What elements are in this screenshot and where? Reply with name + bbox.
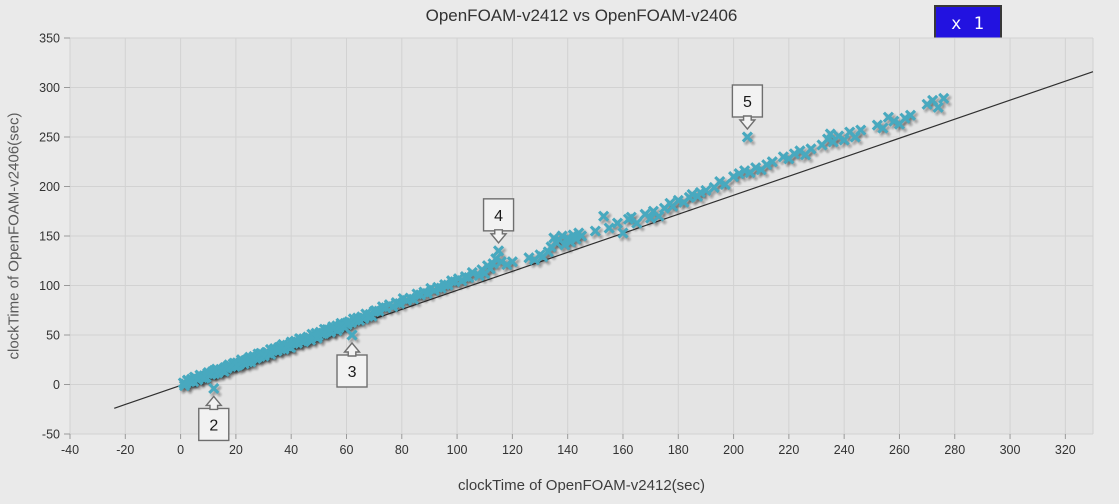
scatter-point[interactable] <box>564 236 577 248</box>
y-tick-label: 0 <box>53 378 60 392</box>
scatter-point[interactable] <box>741 131 753 143</box>
scatter-point[interactable] <box>719 178 731 191</box>
scatter-point[interactable] <box>733 168 745 180</box>
x-tick-label: 120 <box>502 443 523 457</box>
y-axis-title: clockTime of OpenFOAM-v2406(sec) <box>5 112 23 360</box>
annotation-3: 3 <box>336 341 368 388</box>
y-tick-label: 100 <box>39 279 60 293</box>
x-tick-label: 220 <box>778 443 799 457</box>
scatter-point[interactable] <box>877 122 889 134</box>
scatter-point[interactable] <box>653 210 665 222</box>
x-tick-label: 0 <box>177 443 184 457</box>
scatter-point[interactable] <box>501 259 513 271</box>
scatter-point[interactable] <box>575 230 588 242</box>
scatter-point[interactable] <box>938 92 950 104</box>
x-tick-label: 40 <box>284 443 298 457</box>
scatter-point[interactable] <box>182 375 194 387</box>
x-axis-title: clockTime of OpenFOAM-v2412(sec) <box>457 477 706 494</box>
y-tick-label: 250 <box>39 131 60 145</box>
scatter-point[interactable] <box>714 175 726 188</box>
scatter-point[interactable] <box>645 212 657 224</box>
scatter-layer <box>177 92 950 395</box>
x-tick-label: 200 <box>723 443 744 457</box>
scatter-point[interactable] <box>766 156 778 168</box>
scatter-point[interactable] <box>617 227 629 239</box>
x-tick-label: 180 <box>668 443 689 457</box>
scatter-point[interactable] <box>838 134 850 146</box>
y-tick-label: 350 <box>39 32 60 46</box>
annotation-2: 2 <box>198 395 230 442</box>
annotation-label: 4 <box>494 208 503 225</box>
annotation-arrow-icon <box>489 229 508 244</box>
x-tick-label: 20 <box>229 443 243 457</box>
scatter-point[interactable] <box>495 256 507 268</box>
scatter-point[interactable] <box>700 184 712 197</box>
scatter-point[interactable] <box>346 329 358 341</box>
scatter-point[interactable] <box>288 336 300 349</box>
x-tick-label: 260 <box>889 443 910 457</box>
scatter-point[interactable] <box>855 124 867 136</box>
scatter-point[interactable] <box>788 148 800 160</box>
scatter-point[interactable] <box>805 143 817 155</box>
scatter-point[interactable] <box>208 382 220 395</box>
x-tick-label: 60 <box>340 443 354 457</box>
annotation-arrow-icon <box>738 115 757 131</box>
x-tick-label: 160 <box>613 443 634 457</box>
y-tick-label: 150 <box>39 230 60 244</box>
x-tick-label: 280 <box>944 443 965 457</box>
x-tick-label: -20 <box>116 443 134 457</box>
annotation-label: 3 <box>348 364 357 381</box>
scatter-point[interactable] <box>492 245 505 257</box>
annotation-box <box>482 198 515 232</box>
annotation-4: 4 <box>482 198 515 244</box>
annotation-box <box>198 407 230 442</box>
scatter-point[interactable] <box>570 233 582 245</box>
scatter-point[interactable] <box>611 217 624 229</box>
scatter-point[interactable] <box>899 112 911 124</box>
y-tick-label: 50 <box>46 329 60 343</box>
chart-title: OpenFOAM-v2412 vs OpenFOAM-v2406 <box>425 6 738 25</box>
scatter-point[interactable] <box>824 128 836 140</box>
annotation-arrow-icon <box>343 341 362 357</box>
annotation-arrow-icon <box>204 395 223 411</box>
scatter-point[interactable] <box>490 253 502 265</box>
scatter-point[interactable] <box>932 101 944 113</box>
scatter-point[interactable] <box>506 256 518 268</box>
scatter-point[interactable] <box>222 360 234 372</box>
x-tick-label: 320 <box>1055 443 1076 457</box>
scatter-point[interactable] <box>466 266 478 279</box>
x-tick-label: 140 <box>557 443 578 457</box>
scatter-point[interactable] <box>727 171 740 183</box>
scatter-point[interactable] <box>904 109 917 121</box>
scatter-point[interactable] <box>761 159 773 171</box>
x-tick-label: -40 <box>61 443 79 457</box>
scatter-point[interactable] <box>589 225 601 237</box>
scatter-point[interactable] <box>341 317 353 329</box>
y-tick-label: 200 <box>39 180 60 194</box>
x-tick-label: 300 <box>1000 443 1021 457</box>
scatter-point[interactable] <box>598 210 610 222</box>
scatter-point[interactable] <box>314 327 327 339</box>
y-tick-label: 300 <box>39 81 60 95</box>
scatter-point[interactable] <box>559 239 571 251</box>
scatter-point[interactable] <box>871 119 883 131</box>
y-tick-label: -50 <box>42 428 60 442</box>
annotation-label: 2 <box>209 417 218 434</box>
x-tick-label: 240 <box>834 443 855 457</box>
scatter-point[interactable] <box>888 115 900 127</box>
annotation-5: 5 <box>731 84 764 131</box>
scatter-point[interactable] <box>248 351 260 363</box>
scatter-point[interactable] <box>631 217 643 229</box>
x-tick-label: 100 <box>447 443 468 457</box>
annotation-box <box>336 354 368 388</box>
x-tick-label: 80 <box>395 443 409 457</box>
annotation-label: 5 <box>743 94 752 111</box>
scatter-point[interactable] <box>603 222 615 234</box>
